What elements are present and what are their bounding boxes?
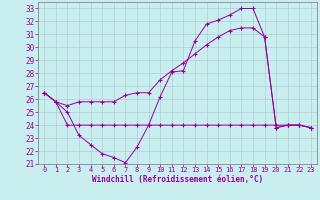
X-axis label: Windchill (Refroidissement éolien,°C): Windchill (Refroidissement éolien,°C): [92, 175, 263, 184]
